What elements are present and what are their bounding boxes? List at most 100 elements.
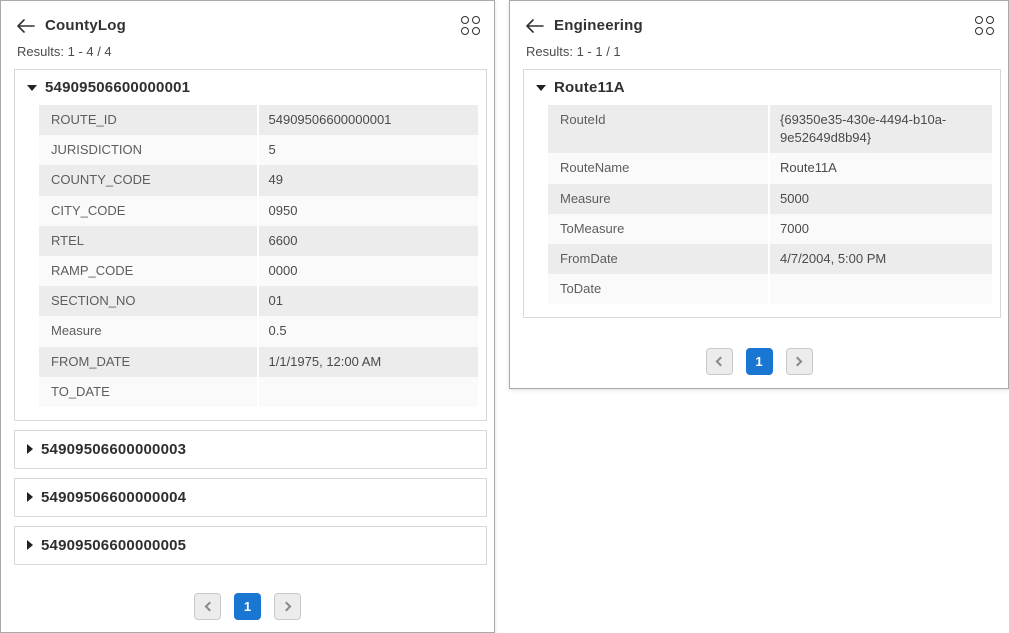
feature-list: 54909506600000001 ROUTE_ID 5490950660000…	[14, 69, 487, 565]
attribute-row: RouteName Route11A	[548, 153, 992, 184]
pagination-page-button[interactable]: 1	[234, 593, 261, 620]
caret-down-icon	[27, 84, 37, 91]
feature-card: 54909506600000001 ROUTE_ID 5490950660000…	[14, 69, 487, 421]
attribute-label: RouteName	[548, 153, 770, 184]
grid-dot	[461, 16, 469, 24]
attribute-value: 1/1/1975, 12:00 AM	[268, 353, 382, 369]
attribute-row: COUNTY_CODE 49	[39, 165, 478, 196]
attribute-row: ToDate	[548, 274, 992, 305]
feature-toggle[interactable]: 54909506600000001	[27, 79, 478, 96]
attribute-label: COUNTY_CODE	[39, 165, 259, 196]
attribute-label: CITY_CODE	[39, 195, 259, 226]
attribute-label: RTEL	[39, 225, 259, 256]
feature-title: Route11A	[554, 79, 625, 96]
attribute-label: JURISDICTION	[39, 135, 259, 166]
attribute-label: Measure	[39, 316, 259, 347]
apps-grid-icon[interactable]	[461, 16, 480, 35]
attribute-table: RouteId {69350e35-430e-4494-b10a-9e52649…	[548, 105, 992, 305]
attribute-label: FROM_DATE	[39, 346, 259, 377]
attribute-label: ToMeasure	[548, 213, 770, 244]
attribute-value: 4/7/2004, 5:00 PM	[780, 250, 887, 266]
attribute-row: ROUTE_ID 54909506600000001	[39, 105, 478, 136]
feature-title: 54909506600000005	[41, 536, 187, 554]
results-panel-countylog: CountyLog Results: 1 - 4 / 4 54909506600…	[0, 0, 495, 633]
panel-header-left: Engineering	[526, 17, 643, 34]
caret-right-icon	[27, 540, 33, 551]
feature-title: 54909506600000004	[41, 488, 187, 506]
pagination-next-button[interactable]	[274, 593, 301, 620]
chevron-right-icon	[792, 356, 803, 367]
results-panel-engineering: Engineering Results: 1 - 1 / 1 Route11A …	[509, 0, 1009, 390]
grid-dot	[461, 27, 469, 35]
attribute-value: 0950	[268, 202, 298, 218]
feature-card[interactable]: 54909506600000003	[14, 429, 487, 469]
attribute-value: 54909506600000001	[268, 112, 392, 127]
feature-toggle[interactable]: Route11A	[536, 79, 992, 96]
chevron-left-icon	[204, 601, 214, 612]
attribute-label: RAMP_CODE	[39, 255, 259, 287]
pagination: 1	[1, 583, 494, 632]
attribute-label: FromDate	[548, 243, 770, 275]
feature-card: Route11A RouteId {69350e35-430e-4494-b10…	[523, 69, 1001, 319]
attribute-value: 5000	[780, 190, 809, 206]
attribute-value: 6600	[268, 232, 298, 248]
attribute-value: 0.5	[268, 323, 287, 339]
attribute-value	[770, 274, 992, 304]
attribute-value: 01	[268, 293, 283, 309]
panel-header: CountyLog	[1, 1, 494, 35]
attribute-row: RouteId {69350e35-430e-4494-b10a-9e52649…	[548, 105, 992, 154]
attribute-row: JURISDICTION 5	[39, 135, 478, 166]
attribute-label: ToDate	[548, 274, 770, 305]
caret-right-icon	[27, 444, 33, 455]
attribute-value: Route11A	[780, 160, 837, 176]
attribute-label: TO_DATE	[39, 376, 259, 407]
attribute-label: SECTION_NO	[39, 286, 259, 317]
results-count: Results: 1 - 4 / 4	[17, 44, 112, 59]
apps-grid-icon[interactable]	[975, 16, 994, 35]
feature-title: 54909506600000003	[41, 440, 187, 458]
attribute-row: SECTION_NO 01	[39, 286, 478, 317]
attribute-value: 5	[268, 142, 276, 158]
feature-card[interactable]: 54909506600000005	[14, 525, 487, 565]
results-count: Results: 1 - 1 / 1	[526, 44, 621, 59]
grid-dot	[975, 27, 983, 35]
pagination-next-button[interactable]	[785, 348, 813, 376]
grid-dot	[975, 16, 983, 24]
attribute-row: Measure 5000	[548, 183, 992, 214]
attribute-row: FROM_DATE 1/1/1975, 12:00 AM	[39, 346, 478, 377]
pagination: 1	[510, 348, 1008, 388]
back-arrow-icon[interactable]	[526, 18, 544, 33]
chevron-right-icon	[281, 601, 291, 612]
caret-down-icon	[536, 84, 546, 91]
grid-dot	[472, 16, 480, 24]
attribute-label: ROUTE_ID	[39, 105, 259, 136]
attribute-row: ToMeasure 7000	[548, 213, 992, 244]
attribute-row: CITY_CODE 0950	[39, 195, 478, 226]
attribute-label: RouteId	[548, 105, 770, 154]
back-arrow-icon[interactable]	[17, 18, 35, 33]
attribute-value	[259, 377, 479, 407]
chevron-left-icon	[715, 356, 726, 367]
attribute-row: Measure 0.5	[39, 316, 478, 347]
pagination-prev-button[interactable]	[705, 348, 733, 376]
attribute-value: 49	[268, 172, 283, 188]
panel-title: Engineering	[554, 17, 643, 34]
attribute-row: RAMP_CODE 0000	[39, 255, 478, 287]
feature-list: Route11A RouteId {69350e35-430e-4494-b10…	[523, 69, 1001, 319]
attribute-row: RTEL 6600	[39, 225, 478, 256]
attribute-row: FromDate 4/7/2004, 5:00 PM	[548, 243, 992, 275]
panel-title: CountyLog	[45, 17, 126, 34]
feature-card[interactable]: 54909506600000004	[14, 477, 487, 517]
caret-right-icon	[27, 492, 33, 503]
grid-dot	[986, 27, 994, 35]
grid-dot	[986, 16, 994, 24]
pagination-prev-button[interactable]	[194, 593, 221, 620]
grid-dot	[472, 27, 480, 35]
pagination-page-button[interactable]: 1	[745, 348, 773, 376]
panel-header: Engineering	[510, 1, 1008, 35]
panel-header-left: CountyLog	[17, 17, 126, 34]
attribute-value: {69350e35-430e-4494-b10a-9e52649d8b94}	[780, 112, 947, 146]
attribute-value: 7000	[780, 220, 809, 236]
feature-title: 54909506600000001	[45, 79, 191, 96]
